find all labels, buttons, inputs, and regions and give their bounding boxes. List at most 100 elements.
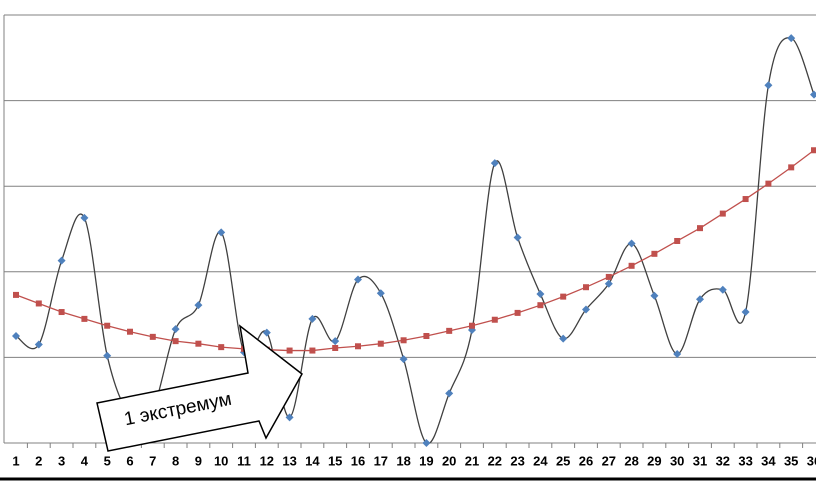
data-point (149, 333, 156, 340)
data-point (536, 290, 545, 299)
x-tick-label: 9 (195, 453, 202, 468)
annotation-arrow: 1 экстремум (96, 324, 303, 452)
data-point (58, 309, 65, 316)
data-point (217, 228, 226, 237)
data-point (445, 389, 454, 398)
x-tick-label: 28 (624, 453, 638, 468)
data-point (605, 273, 612, 280)
data-point (697, 225, 703, 232)
data-point (537, 302, 544, 309)
data-point (103, 351, 112, 360)
data-point (195, 340, 202, 347)
data-point (651, 250, 658, 257)
data-point (308, 314, 317, 323)
data-point (742, 196, 749, 203)
series-line (15, 37, 815, 445)
x-tick-label: 19 (419, 453, 433, 468)
data-point (262, 328, 271, 337)
x-tick-label: 34 (761, 453, 776, 468)
x-tick-label: 35 (784, 453, 798, 468)
data-point (514, 309, 521, 316)
data-point (560, 293, 567, 300)
data-point (788, 164, 795, 171)
x-tick-label: 30 (670, 453, 684, 468)
x-tick-label: 31 (693, 453, 707, 468)
data-point (172, 338, 179, 345)
x-tick-label: 15 (328, 453, 342, 468)
data-point (194, 301, 203, 310)
x-tick-label: 21 (465, 453, 479, 468)
x-tick-label: 13 (282, 453, 296, 468)
x-tick-label: 25 (556, 453, 570, 468)
data-point (583, 284, 589, 291)
data-point (332, 344, 339, 351)
data-point (718, 285, 727, 294)
data-point (354, 275, 362, 284)
data-point (377, 340, 384, 347)
data-point (355, 343, 361, 350)
data-point (81, 315, 88, 322)
data-point (12, 332, 20, 340)
data-point (400, 337, 407, 344)
x-tick-label: 18 (396, 453, 410, 468)
x-tick-label: 36 (807, 453, 816, 468)
data-point (13, 291, 19, 298)
data-point (399, 355, 408, 364)
data-point (171, 325, 180, 334)
data-point (673, 349, 682, 358)
data-point (491, 316, 498, 323)
data-point (811, 147, 816, 154)
data-point (423, 333, 430, 339)
data-point (490, 159, 499, 168)
data-point (787, 34, 796, 43)
x-tick-label: 26 (579, 453, 593, 468)
x-tick-label: 6 (126, 453, 133, 468)
series-line (15, 149, 815, 352)
x-tick-label: 24 (533, 453, 548, 468)
data-point (559, 334, 568, 343)
x-tick-label: 11 (237, 453, 251, 468)
x-tick-label: 16 (351, 453, 365, 468)
data-point (104, 322, 111, 329)
data-point (80, 213, 89, 222)
data-point (286, 347, 293, 354)
x-tick-label: 12 (260, 453, 274, 468)
data-point (285, 413, 294, 422)
data-point (218, 344, 225, 351)
x-tick-label: 4 (81, 453, 89, 468)
x-tick-label: 17 (374, 453, 388, 468)
x-tick-label: 22 (488, 453, 502, 468)
x-tick-label: 7 (149, 453, 156, 468)
plot-area: 1 2 3 4 5 6 7 8 9 10 11 12 13 14 15 16 17 18 19 20 21 22 23 24 2… (4, 14, 816, 468)
data-point (719, 210, 726, 217)
x-tick-label: 14 (305, 453, 320, 468)
data-point (422, 439, 431, 447)
data-point (764, 81, 773, 90)
x-tick-label: 8 (172, 453, 179, 468)
data-point (810, 90, 816, 99)
data-point (627, 239, 636, 248)
x-tick-label: 10 (214, 453, 228, 468)
x-tick-label: 20 (442, 453, 456, 468)
data-point (469, 322, 475, 329)
data-point (513, 233, 522, 242)
data-point (127, 328, 133, 335)
x-tick-label: 23 (510, 453, 524, 468)
data-point (765, 180, 772, 187)
x-tick-label: 29 (647, 453, 661, 468)
x-tick-label: 33 (738, 453, 752, 468)
data-point (628, 262, 635, 269)
arrow-shape (96, 324, 303, 452)
data-point (35, 300, 42, 307)
data-point (309, 347, 316, 354)
x-tick-label: 32 (716, 453, 730, 468)
data-point (741, 308, 750, 317)
x-tick-label: 2 (35, 453, 42, 468)
data-point (674, 237, 681, 244)
x-tick-label: 5 (104, 453, 111, 468)
data-point (604, 279, 613, 288)
data-point (376, 289, 385, 298)
data-point (446, 327, 453, 334)
data-point (696, 295, 704, 304)
data-point (57, 256, 66, 265)
